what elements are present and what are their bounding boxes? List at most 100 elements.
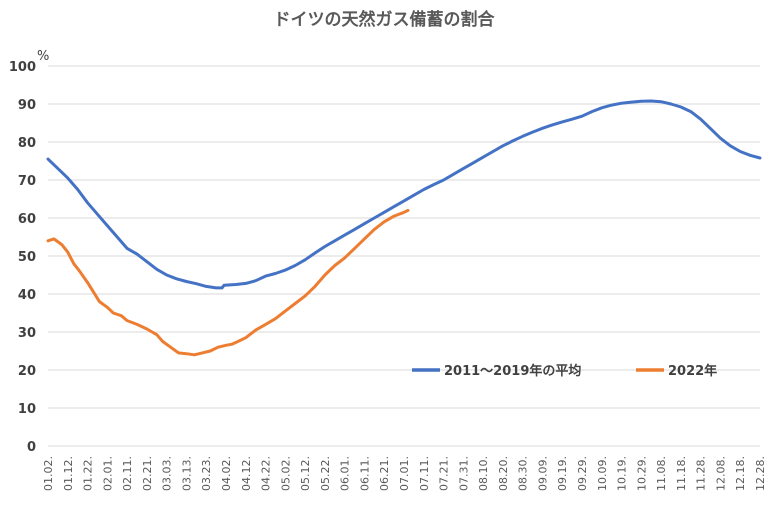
y-axis-ticks: 0 10 20 30 40 50 60 70 80 90 100 <box>9 60 36 455</box>
legend-item: 2022年 <box>636 363 717 379</box>
y-tick-label: 90 <box>18 98 36 113</box>
x-tick-label: 04.12. <box>240 456 253 491</box>
y-tick-label: 80 <box>18 136 36 151</box>
data-point <box>442 179 445 181</box>
data-point <box>601 107 603 109</box>
data-point <box>67 177 69 179</box>
data-point <box>136 323 138 326</box>
data-point <box>254 329 257 331</box>
x-tick-label: 03.23. <box>200 456 213 491</box>
data-point <box>482 156 484 158</box>
data-point <box>373 217 376 219</box>
data-point <box>76 188 79 191</box>
data-point <box>363 238 366 240</box>
x-tick-label: 10.19. <box>616 456 629 491</box>
x-tick-label: 09.09. <box>536 456 549 491</box>
x-tick-label: 10.29. <box>635 456 648 491</box>
x-tick-label: 08.10. <box>477 456 490 491</box>
data-point <box>185 280 188 283</box>
data-point <box>235 283 237 286</box>
x-tick-label: 12.28. <box>754 456 767 491</box>
data-point <box>531 131 534 133</box>
data-point <box>353 247 356 250</box>
data-point <box>156 268 158 271</box>
data-point <box>581 115 583 117</box>
x-tick-label: 04.22. <box>260 456 273 491</box>
data-point <box>126 247 128 250</box>
data-point <box>106 224 109 227</box>
x-tick-label: 02.11. <box>121 456 134 491</box>
data-point <box>739 150 741 153</box>
x-tick-label: 12.08. <box>714 456 727 491</box>
data-point <box>294 264 297 267</box>
y-tick-label: 60 <box>18 212 36 227</box>
data-point <box>343 257 346 259</box>
data-point <box>175 278 178 280</box>
data-point <box>165 274 168 276</box>
data-point <box>630 101 633 103</box>
y-tick-label: 70 <box>18 174 36 189</box>
x-tick-label: 05.12. <box>299 456 312 491</box>
data-point <box>502 145 504 147</box>
x-tick-label: 07.21. <box>438 456 451 491</box>
data-point <box>201 352 204 354</box>
data-point <box>304 259 306 261</box>
x-tick-label: 06.21. <box>378 456 391 491</box>
x-tick-label: 11.28. <box>695 456 708 491</box>
data-point <box>729 145 732 147</box>
x-tick-label: 12.18. <box>734 456 747 491</box>
data-point <box>209 350 211 352</box>
x-tick-label: 02.01. <box>101 456 114 491</box>
series-line <box>46 208 410 357</box>
data-point <box>223 284 225 287</box>
x-tick-label: 05.22. <box>319 456 332 491</box>
x-tick-label: 03.03. <box>161 456 174 491</box>
data-point <box>61 243 63 246</box>
data-point <box>452 173 455 176</box>
legend-label: 2022年 <box>668 363 717 379</box>
data-point <box>120 314 122 317</box>
data-point <box>383 221 386 223</box>
data-point <box>343 234 346 236</box>
data-point <box>225 344 227 347</box>
data-point <box>106 306 109 309</box>
data-point <box>254 279 257 282</box>
data-point <box>264 323 267 326</box>
data-point <box>571 118 573 120</box>
data-point <box>53 238 55 240</box>
data-point <box>47 240 49 242</box>
data-point <box>86 202 89 204</box>
legend: 2011～2019年の平均 2022年 <box>412 363 717 379</box>
y-tick-label: 100 <box>9 60 36 75</box>
data-point <box>393 205 395 208</box>
data-point <box>304 295 306 297</box>
data-point <box>264 275 267 277</box>
y-tick-label: 0 <box>27 440 36 455</box>
legend-item: 2011～2019年の平均 <box>412 363 581 379</box>
x-tick-label: 10.09. <box>596 456 609 491</box>
data-point <box>709 127 712 130</box>
x-tick-label: 09.29. <box>576 456 589 491</box>
data-point <box>660 100 662 103</box>
data-point <box>215 287 217 289</box>
x-tick-label: 03.13. <box>180 456 193 491</box>
x-tick-label: 07.31. <box>457 456 470 491</box>
data-point <box>126 319 128 322</box>
y-tick-label: 10 <box>18 402 36 417</box>
data-point <box>759 157 761 159</box>
data-point <box>334 240 336 242</box>
gridlines <box>48 65 760 447</box>
data-point <box>591 110 593 113</box>
x-tick-label: 01.22. <box>82 456 95 491</box>
x-tick-label: 11.08. <box>655 456 668 491</box>
data-point <box>324 245 326 248</box>
data-point <box>690 110 692 113</box>
data-point <box>393 215 395 217</box>
data-point <box>324 274 326 276</box>
series-1 <box>46 208 410 357</box>
data-point <box>610 104 613 106</box>
data-point <box>314 285 316 288</box>
data-point <box>72 262 75 265</box>
data-point <box>680 106 682 108</box>
y-tick-label: 50 <box>18 250 36 265</box>
